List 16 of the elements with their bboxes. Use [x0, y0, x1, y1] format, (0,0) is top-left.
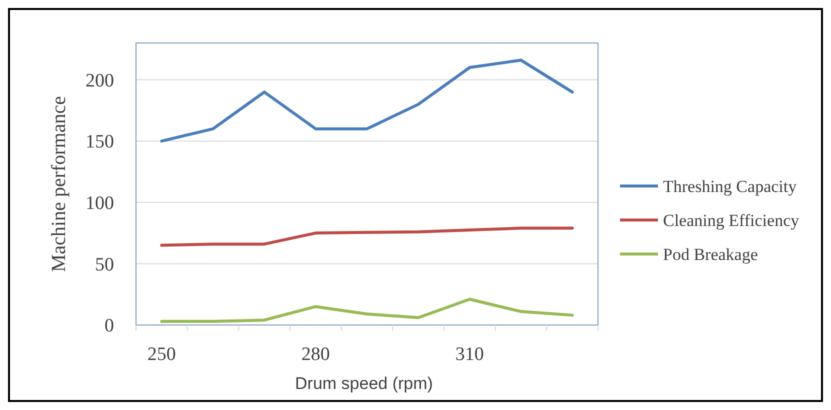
x-tick-label: 280 — [301, 344, 330, 365]
y-tick-label: 0 — [104, 316, 114, 337]
legend-label: Cleaning Efficiency — [663, 210, 800, 230]
line-series — [160, 298, 574, 323]
x-tick-label: 250 — [147, 344, 176, 365]
y-axis-title: Machine performance — [48, 96, 70, 272]
x-axis-title: Drum speed (rpm) — [295, 374, 433, 393]
legend-label: Pod Breakage — [663, 244, 758, 264]
x-tick-label: 310 — [455, 344, 484, 365]
line-series — [160, 58, 574, 143]
legend-label: Threshing Capacity — [663, 176, 798, 196]
y-tick-label: 100 — [86, 193, 114, 214]
y-tick-label: 150 — [86, 132, 114, 153]
y-tick-label: 50 — [95, 254, 114, 276]
line-series — [160, 226, 574, 247]
y-tick-label: 200 — [86, 70, 114, 92]
